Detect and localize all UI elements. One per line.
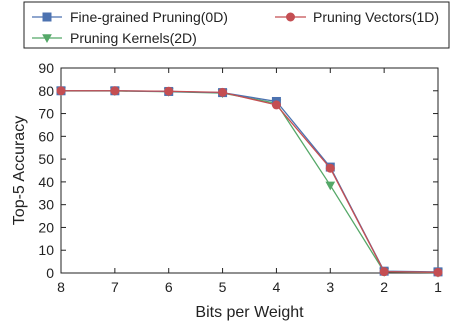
legend-box xyxy=(23,1,450,49)
y-tick-label: 10 xyxy=(38,242,54,258)
series-line-pruning-vectors-1d xyxy=(61,90,439,273)
y-tick-label: 20 xyxy=(38,219,54,235)
y-tick-label: 30 xyxy=(38,197,54,213)
data-point-pruning-vectors-1d xyxy=(271,100,281,110)
data-point-pruning-vectors-1d xyxy=(218,87,228,97)
data-point-pruning-vectors-1d xyxy=(164,86,174,96)
x-tick-label: 2 xyxy=(380,279,388,295)
legend: Fine-grained Pruning(0D) Pruning Vectors(… xyxy=(23,1,450,49)
legend-marker-pruning-vectors-1d xyxy=(286,12,295,22)
data-point-pruning-kernels-2d xyxy=(325,181,336,191)
y-axis-title: Top-5 Accuracy xyxy=(11,116,28,225)
series-line-pruning-kernels-2d xyxy=(61,90,439,274)
x-tick-label: 3 xyxy=(326,279,334,295)
x-axis-title: Bits per Weight xyxy=(195,304,304,321)
x-tick-label: 1 xyxy=(434,279,442,295)
y-tick-label: 40 xyxy=(38,174,54,190)
legend-marker-pruning-kernels-2d xyxy=(42,34,52,44)
x-tick-label: 8 xyxy=(57,279,65,295)
y-tick-label: 80 xyxy=(38,83,54,99)
x-tick-label: 4 xyxy=(273,279,281,295)
series-line-fine-grained-pruning-0d xyxy=(61,90,439,273)
x-axis: 8 7 6 5 4 3 2 1 xyxy=(57,68,442,295)
y-tick-label: 90 xyxy=(38,60,54,76)
y-tick-label: 60 xyxy=(38,128,54,144)
x-tick-label: 7 xyxy=(111,279,119,295)
data-point-pruning-vectors-1d xyxy=(325,163,335,173)
y-tick-label: 70 xyxy=(38,106,54,122)
legend-label-pruning-vectors-1d: Pruning Vectors(1D) xyxy=(313,9,439,25)
legend-marker-fine-grained-pruning-0d xyxy=(42,12,52,22)
y-axis: 0 10 20 30 40 50 60 70 80 90 xyxy=(38,60,438,281)
data-point-pruning-vectors-1d xyxy=(433,267,443,277)
legend-label-pruning-kernels-2d: Pruning Kernels(2D) xyxy=(70,30,197,46)
data-point-pruning-vectors-1d xyxy=(56,86,66,96)
x-tick-label: 5 xyxy=(219,279,227,295)
series-layer xyxy=(56,86,443,278)
x-tick-label: 6 xyxy=(165,279,173,295)
y-tick-label: 0 xyxy=(46,265,54,281)
data-point-pruning-vectors-1d xyxy=(110,86,120,96)
data-point-pruning-vectors-1d xyxy=(379,267,389,277)
plot-area-frame xyxy=(60,67,439,274)
y-tick-label: 50 xyxy=(38,151,54,167)
legend-label-fine-grained-pruning-0d: Fine-grained Pruning(0D) xyxy=(70,9,228,25)
